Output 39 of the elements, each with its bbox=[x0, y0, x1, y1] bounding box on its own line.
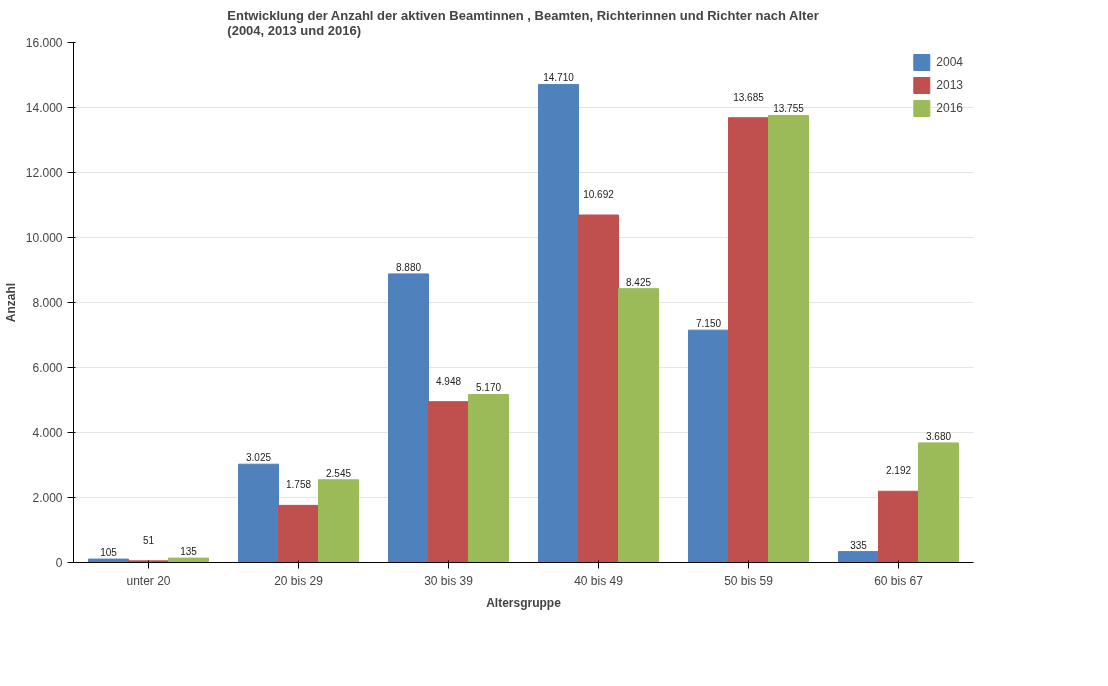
y-tick-label: 6.000 bbox=[32, 361, 63, 375]
data-label: 14.710 bbox=[543, 72, 575, 84]
data-label: 135 bbox=[180, 546, 198, 558]
data-label: 13.685 bbox=[733, 91, 765, 103]
data-label: 13.755 bbox=[773, 103, 805, 115]
x-tick-label: 60 bis 67 bbox=[874, 573, 924, 588]
data-label: 51 bbox=[142, 534, 155, 546]
data-label: 2.545 bbox=[325, 467, 352, 479]
y-tick-label: 14.000 bbox=[25, 101, 63, 115]
x-tick-label: 30 bis 39 bbox=[424, 573, 474, 588]
y-tick-label: 12.000 bbox=[25, 166, 63, 180]
data-label: 8.425 bbox=[625, 276, 652, 288]
y-tick-label: 4.000 bbox=[32, 426, 63, 440]
y-tick-label: 0 bbox=[55, 556, 63, 570]
legend-label: 2016 bbox=[936, 101, 963, 115]
x-axis-title: Altersgruppe bbox=[486, 595, 562, 610]
data-label: 10.692 bbox=[583, 189, 615, 201]
data-label: 8.880 bbox=[395, 261, 422, 273]
y-tick-label: 16.000 bbox=[25, 36, 63, 50]
y-tick-label: 10.000 bbox=[25, 231, 63, 245]
x-tick-label: 20 bis 29 bbox=[274, 573, 324, 588]
data-label: 1.758 bbox=[285, 479, 312, 491]
x-tick-label: 50 bis 59 bbox=[724, 573, 774, 588]
data-label: 3.680 bbox=[925, 430, 952, 442]
x-tick-label: unter 20 bbox=[126, 573, 171, 588]
data-label: 335 bbox=[850, 539, 868, 551]
y-axis-title: Anzahl bbox=[3, 282, 18, 323]
chart-title: Entwicklung der Anzahl der aktiven Beamtinnen , Beamten, Richterinnen und Richter nach Alter (2004, 2013 und 2016) bbox=[227, 7, 819, 38]
legend-label: 2004 bbox=[936, 55, 963, 69]
y-tick-label: 2.000 bbox=[32, 491, 63, 505]
data-label: 2.192 bbox=[885, 465, 912, 477]
y-tick-label: 8.000 bbox=[32, 296, 63, 310]
x-tick-label: 40 bis 49 bbox=[574, 573, 624, 588]
data-label: 4.948 bbox=[435, 375, 462, 387]
data-label: 5.170 bbox=[475, 382, 502, 394]
data-label: 7.150 bbox=[695, 318, 722, 330]
data-label: 3.025 bbox=[245, 452, 272, 464]
legend-label: 2013 bbox=[936, 78, 963, 92]
data-label: 105 bbox=[100, 547, 118, 559]
